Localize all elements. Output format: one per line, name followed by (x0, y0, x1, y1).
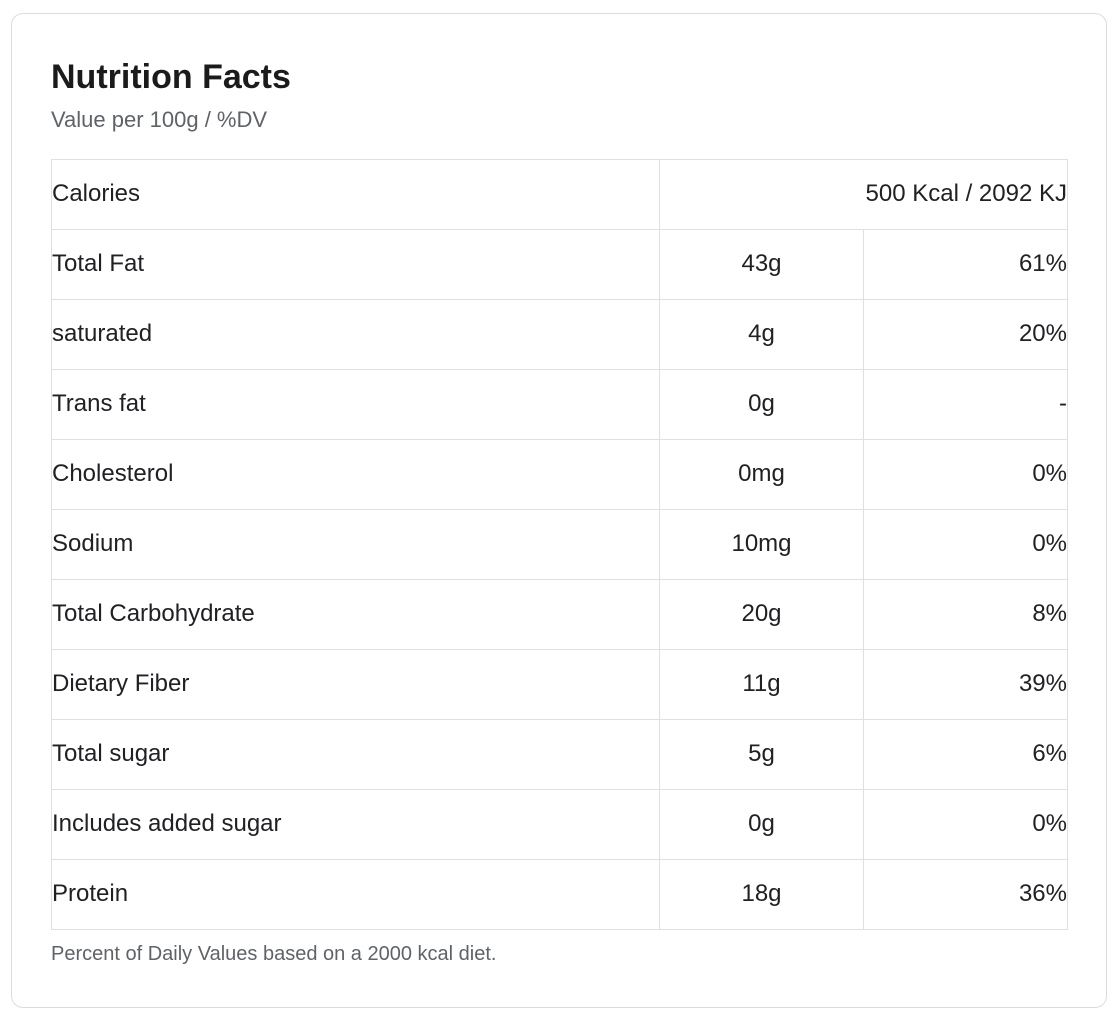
nutrient-label: Protein (51, 858, 660, 930)
page-title: Nutrition Facts (51, 58, 291, 96)
nutrient-daily-value: 20% (863, 298, 1068, 370)
nutrient-label: Includes added sugar (51, 788, 660, 860)
table-row: Dietary Fiber 11g 39% (51, 648, 1068, 720)
nutrient-amount: 0mg (659, 438, 864, 510)
table-row: Cholesterol 0mg 0% (51, 438, 1068, 510)
nutrient-amount: 43g (659, 228, 864, 300)
daily-values-footnote: Percent of Daily Values based on a 2000 … (51, 942, 497, 965)
nutrient-daily-value: 0% (863, 508, 1068, 580)
nutrient-amount: 0g (659, 368, 864, 440)
table-row: Includes added sugar 0g 0% (51, 788, 1068, 860)
table-row: Sodium 10mg 0% (51, 508, 1068, 580)
nutrient-amount: 5g (659, 718, 864, 790)
table-row: Total Fat 43g 61% (51, 228, 1068, 300)
table-row: Trans fat 0g - (51, 368, 1068, 440)
nutrient-daily-value: 61% (863, 228, 1068, 300)
nutrient-daily-value: 0% (863, 788, 1068, 860)
nutrient-amount: 18g (659, 858, 864, 930)
nutrient-amount: 4g (659, 298, 864, 370)
nutrient-label: Cholesterol (51, 438, 660, 510)
nutrient-label: Calories (51, 158, 660, 230)
nutrient-label: Total sugar (51, 718, 660, 790)
nutrient-label: saturated (51, 298, 660, 370)
nutrient-daily-value: - (863, 368, 1068, 440)
nutrient-amount: 0g (659, 788, 864, 860)
nutrient-daily-value: 6% (863, 718, 1068, 790)
nutrient-label: Total Carbohydrate (51, 578, 660, 650)
nutrient-amount: 20g (659, 578, 864, 650)
nutrient-daily-value: 36% (863, 858, 1068, 930)
table-row: Total sugar 5g 6% (51, 718, 1068, 790)
nutrient-daily-value: 8% (863, 578, 1068, 650)
nutrient-label: Total Fat (51, 228, 660, 300)
nutrition-table: Calories 500 Kcal / 2092 KJ Total Fat 43… (51, 158, 1068, 930)
nutrition-facts-card: Nutrition Facts Value per 100g / %DV Cal… (11, 13, 1107, 1008)
nutrient-label: Sodium (51, 508, 660, 580)
card-subtitle: Value per 100g / %DV (51, 107, 268, 133)
nutrient-label: Dietary Fiber (51, 648, 660, 720)
nutrient-daily-value: 39% (863, 648, 1068, 720)
nutrient-amount: 11g (659, 648, 864, 720)
table-row: saturated 4g 20% (51, 298, 1068, 370)
nutrient-daily-value: 0% (863, 438, 1068, 510)
calories-row: Calories 500 Kcal / 2092 KJ (51, 158, 1068, 230)
calories-value: 500 Kcal / 2092 KJ (659, 158, 1068, 230)
nutrient-amount: 10mg (659, 508, 864, 580)
table-row: Total Carbohydrate 20g 8% (51, 578, 1068, 650)
nutrient-label: Trans fat (51, 368, 660, 440)
table-row: Protein 18g 36% (51, 858, 1068, 930)
